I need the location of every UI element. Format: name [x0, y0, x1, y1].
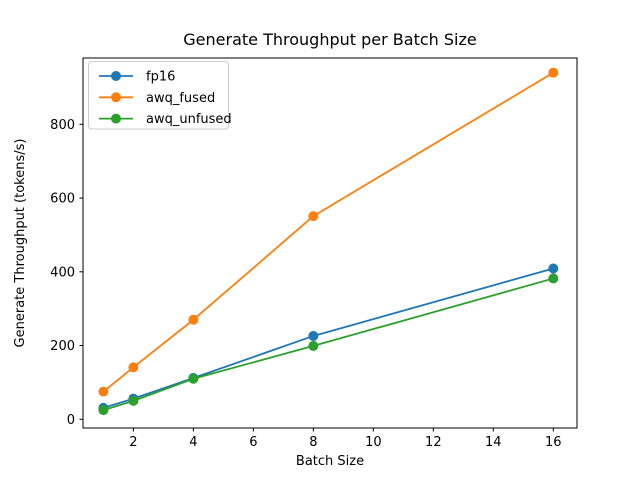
data-point-fp16-8 — [308, 330, 319, 341]
y-tick-label: 0 — [67, 413, 75, 428]
x-tick-label: 6 — [249, 435, 257, 450]
series-line-awq_unfused — [102, 277, 555, 411]
legend-label: awq_unfused — [146, 112, 232, 127]
x-tick-label: 16 — [545, 435, 562, 450]
legend-box — [88, 61, 229, 130]
data-point-awq_fused-16 — [548, 67, 559, 78]
x-axis-label: Batch Size — [296, 454, 364, 469]
data-point-awq_unfused-16 — [548, 273, 559, 284]
y-tick-label: 600 — [50, 192, 75, 207]
legend-entry-fp16: fp16 — [99, 70, 175, 85]
data-point-awq_fused-4 — [188, 314, 199, 325]
legend: fp16 awq_fused awq_unfused — [88, 61, 232, 130]
data-point-awq_unfused-1 — [98, 405, 109, 416]
data-point-fp16-16 — [548, 263, 559, 274]
legend-label: awq_fused — [146, 91, 215, 106]
plot-layer: 2 4 6 8 10 12 14 16 0 200 400 600 800 fp16 awq_fusedaw… — [50, 57, 578, 450]
legend-entry-awq_fused: awq_fused — [99, 91, 215, 106]
data-point-awq_unfused-8 — [308, 340, 319, 351]
data-point-awq_unfused-4 — [188, 373, 199, 384]
legend-label: fp16 — [146, 70, 175, 85]
data-point-awq_unfused-2 — [128, 395, 139, 406]
legend-sample-marker — [111, 71, 121, 81]
x-tick-label: 2 — [129, 435, 137, 450]
x-tick-label: 4 — [189, 435, 197, 450]
data-point-awq_fused-8 — [308, 211, 319, 222]
x-tick-label: 8 — [309, 435, 317, 450]
y-tick-label: 200 — [50, 339, 75, 354]
y-tick-label: 400 — [50, 265, 75, 280]
x-tick-label: 14 — [485, 435, 502, 450]
x-tick-label: 12 — [425, 435, 442, 450]
y-axis-label: Generate Throughput (tokens/s) — [13, 139, 28, 348]
data-point-awq_fused-1 — [98, 386, 109, 397]
chart-title: Generate Throughput per Batch Size — [183, 30, 476, 49]
legend-entry-awq_unfused: awq_unfused — [99, 112, 232, 127]
y-tick-label: 800 — [50, 118, 75, 133]
legend-sample-marker — [111, 113, 121, 124]
x-tick-label: 10 — [365, 435, 382, 450]
legend-sample-marker — [111, 92, 121, 103]
plot-border — [82, 57, 578, 429]
data-point-awq_fused-2 — [128, 362, 139, 373]
